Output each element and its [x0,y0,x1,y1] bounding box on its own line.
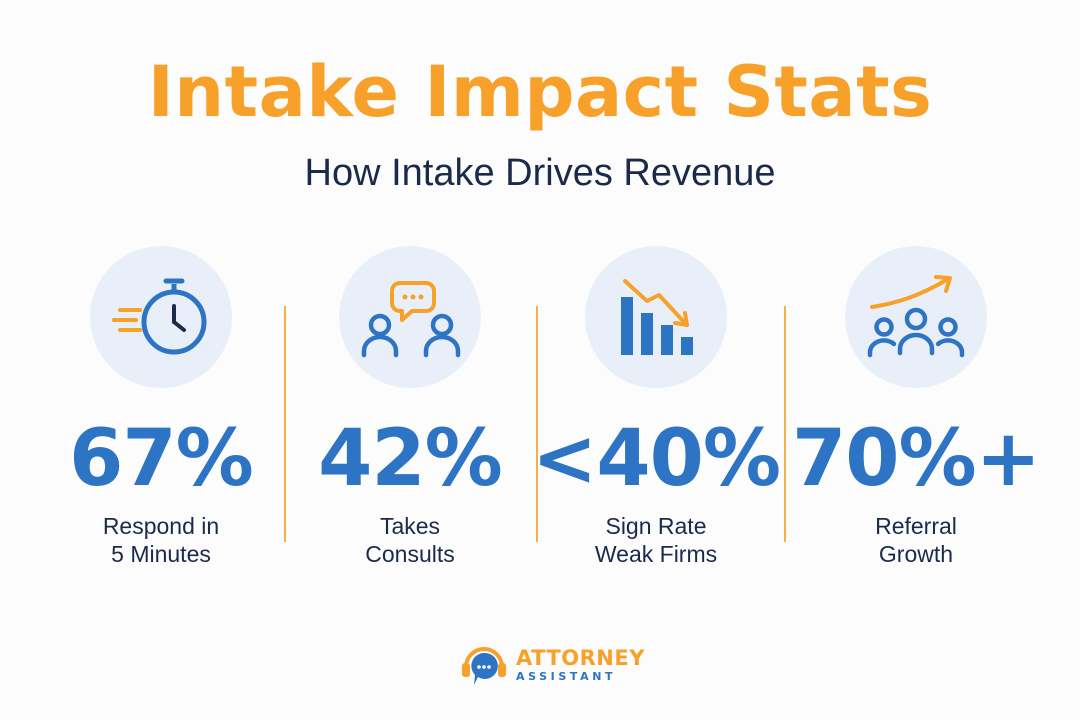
divider [284,306,286,542]
stat-label-line2: 5 Minutes [111,541,211,567]
stopwatch-icon-circle [90,246,232,388]
stopwatch-icon [112,278,207,355]
brand-name-line2: ASSISTANT [516,670,617,683]
stat-label-line1: Respond in [102,513,220,539]
stat-referral-growth: 70%+ Referral Growth [791,246,1041,568]
brand-wordmark: ATTORNEY ASSISTANT [516,646,645,683]
stat-label-line1: Takes [379,513,441,539]
headset-chat-icon [462,647,506,685]
declining-bar-chart-icon-circle [585,246,727,388]
group-growth-icon-circle [845,246,987,388]
group-growth-icon [867,275,965,358]
divider [784,306,786,542]
stat-label: Referral Growth [791,512,1041,568]
people-chat-icon [361,281,461,358]
stat-label-line2: Consults [365,541,455,567]
page-subtitle: How Intake Drives Revenue [304,152,776,194]
declining-bar-chart-icon [621,279,693,355]
page-title: Intake Impact Stats [147,51,933,133]
brand-name-line1: ATTORNEY [516,646,645,670]
stat-value: 67% [69,414,254,504]
stat-label-line1: Sign Rate [605,513,707,539]
stat-consults: 42% Takes Consults [285,246,535,568]
stat-label: Takes Consults [285,512,535,568]
stat-value: 42% [318,414,503,504]
stat-value: 70%+ [791,414,1041,504]
divider [536,306,538,542]
stat-label-line2: Growth [878,541,954,567]
stat-sign-rate: <40% Sign Rate Weak Firms [531,246,781,568]
stat-label-line1: Referral [875,513,957,539]
stat-label: Sign Rate Weak Firms [531,512,781,568]
stat-label-line2: Weak Firms [594,541,718,567]
stat-label: Respond in 5 Minutes [36,512,286,568]
brand-logo: ATTORNEY ASSISTANT [458,640,645,690]
people-chat-icon-circle [339,246,481,388]
stat-value: <40% [531,414,781,504]
stat-respond-time: 67% Respond in 5 Minutes [36,246,286,568]
